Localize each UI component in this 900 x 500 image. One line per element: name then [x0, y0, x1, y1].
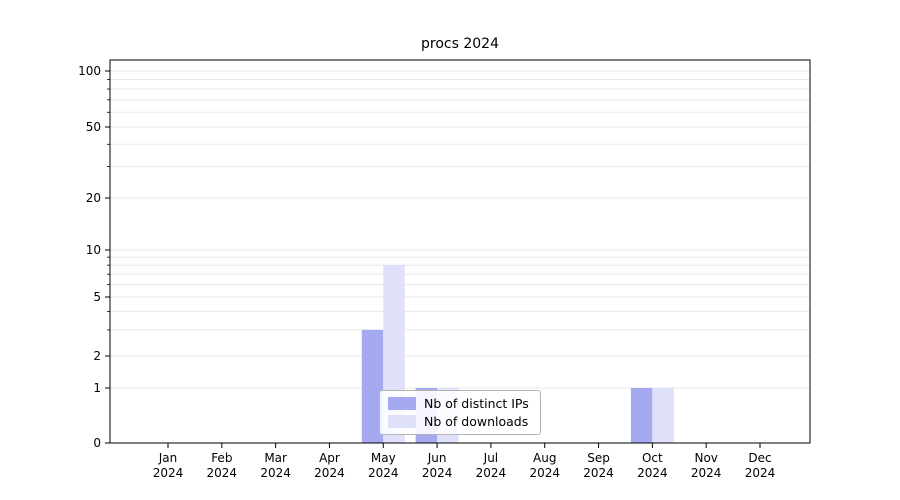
x-tick-year-label: 2024 [153, 466, 184, 480]
legend-item-downloads: Nb of downloads [388, 414, 529, 429]
x-tick-year-label: 2024 [422, 466, 453, 480]
x-tick-year-label: 2024 [476, 466, 507, 480]
y-tick-label: 20 [86, 191, 101, 205]
y-axis: 0 1 2 5 10 20 50 100 [78, 64, 110, 450]
y-tick-label: 5 [93, 290, 101, 304]
x-tick-year-label: 2024 [691, 466, 722, 480]
x-tick-year-label: 2024 [207, 466, 238, 480]
x-tick-month-label: Aug [533, 451, 556, 465]
y-tick-label: 100 [78, 64, 101, 78]
legend-swatch-downloads [388, 415, 416, 428]
x-tick-year-label: 2024 [529, 466, 560, 480]
gridlines [110, 70, 810, 389]
x-tick-year-label: 2024 [637, 466, 668, 480]
y-tick-label: 10 [86, 243, 101, 257]
legend-swatch-distinct-ips [388, 397, 416, 410]
y-tick-label: 1 [93, 381, 101, 395]
x-tick-year-label: 2024 [745, 466, 776, 480]
x-tick-month-label: Mar [264, 451, 287, 465]
x-tick-month-label: Oct [642, 451, 663, 465]
bar-oct-downloads [652, 388, 674, 443]
legend-label-distinct-ips: Nb of distinct IPs [424, 396, 529, 411]
x-tick-year-label: 2024 [260, 466, 291, 480]
x-tick-month-label: Dec [748, 451, 771, 465]
y-tick-label: 2 [93, 349, 101, 363]
legend: Nb of distinct IPs Nb of downloads [379, 390, 541, 435]
x-tick-month-label: Sep [587, 451, 610, 465]
legend-label-downloads: Nb of downloads [424, 414, 529, 429]
y-tick-label: 50 [86, 120, 101, 134]
y-tick-label: 0 [93, 436, 101, 450]
x-tick-month-label: May [371, 451, 396, 465]
x-tick-month-label: Apr [319, 451, 340, 465]
x-tick-year-label: 2024 [583, 466, 614, 480]
plot-border [109, 59, 811, 444]
chart-title: procs 2024 [421, 36, 499, 52]
x-tick-year-label: 2024 [368, 466, 399, 480]
x-tick-month-label: Jul [483, 451, 498, 465]
x-tick-month-label: Feb [211, 451, 232, 465]
legend-item-distinct-ips: Nb of distinct IPs [388, 396, 529, 411]
x-tick-month-label: Jun [427, 451, 447, 465]
x-tick-month-label: Nov [694, 451, 717, 465]
x-tick-month-label: Jan [158, 451, 178, 465]
x-tick-year-label: 2024 [314, 466, 345, 480]
x-axis: Jan2024Feb2024Mar2024Apr2024May2024Jun20… [153, 443, 776, 480]
bar-may-distinct-ips [361, 329, 384, 443]
bar-oct-distinct-ips [630, 388, 653, 443]
